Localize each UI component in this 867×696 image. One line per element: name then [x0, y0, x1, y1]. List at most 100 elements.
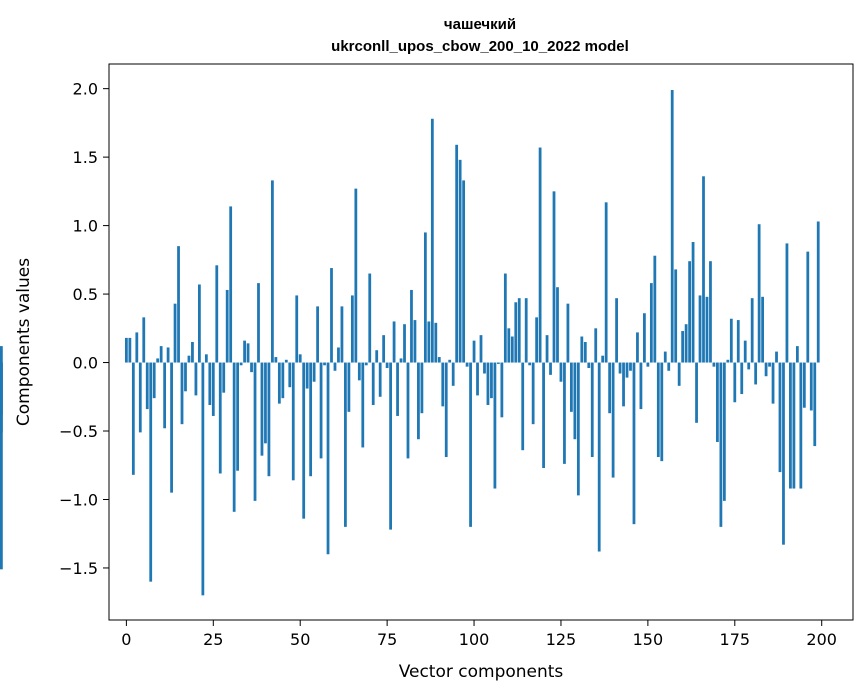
bar-73 [378, 362, 382, 397]
x-tick-label: 0 [121, 630, 131, 649]
bar-76 [389, 362, 392, 530]
bar-169 [712, 362, 716, 367]
bar-119 [538, 147, 542, 363]
bar-45 [281, 362, 285, 399]
bar-111 [510, 336, 514, 363]
bar-182 [757, 224, 761, 363]
bar-136 [597, 362, 601, 552]
bar-181 [754, 362, 758, 385]
bar-31 [232, 362, 236, 512]
bar-3 [135, 332, 139, 363]
bar-150 [646, 362, 650, 367]
bar-121 [545, 335, 549, 363]
bar-12 [166, 347, 170, 363]
bar-120 [542, 362, 545, 468]
bar-77 [392, 321, 396, 363]
bar-19 [191, 342, 194, 363]
x-tick-label: 100 [459, 630, 490, 649]
bar-117 [531, 362, 535, 425]
bar-122 [549, 362, 552, 375]
x-tick-label: 25 [203, 630, 223, 649]
bar-101 [476, 362, 479, 396]
bar-144 [625, 362, 629, 378]
x-tick-label: 75 [377, 630, 397, 649]
bar-51 [302, 362, 306, 519]
bar-198 [813, 362, 817, 447]
bar-139 [608, 362, 612, 414]
bar-26 [215, 265, 219, 363]
bar-undefined [0, 346, 3, 363]
bar-177 [740, 362, 744, 395]
bar-87 [427, 321, 431, 363]
bar-172 [722, 362, 726, 501]
bar-189 [782, 362, 785, 545]
bar-undefined [0, 362, 3, 433]
bar-29 [225, 289, 229, 363]
bar-13 [170, 362, 173, 493]
bar-95 [455, 144, 459, 363]
bar-124 [556, 287, 559, 363]
bar-107 [496, 362, 500, 364]
bar-22 [201, 362, 205, 596]
y-tick-label: −0.5 [59, 422, 98, 441]
bar-91 [441, 362, 445, 407]
bar-69 [364, 362, 368, 366]
bar-158 [674, 269, 678, 363]
bar-70 [368, 273, 372, 363]
bar-52 [305, 362, 309, 389]
bar-195 [802, 362, 806, 408]
bar-115 [524, 298, 528, 363]
bar-79 [399, 358, 403, 363]
bar-126 [563, 362, 566, 464]
bar-109 [503, 273, 507, 363]
bar-125 [559, 362, 563, 382]
bar-180 [750, 298, 754, 363]
x-tick-label: 150 [633, 630, 664, 649]
bar-166 [702, 176, 705, 363]
bar-152 [653, 255, 657, 363]
bar-25 [211, 362, 215, 416]
bar-156 [667, 362, 671, 371]
bar-134 [590, 362, 594, 458]
bar-20 [194, 362, 198, 396]
bar-132 [583, 342, 587, 363]
bar-130 [576, 362, 580, 496]
bar-24 [208, 362, 212, 405]
bar-0 [124, 337, 128, 363]
bar-128 [570, 362, 573, 412]
bar-35 [246, 343, 250, 363]
bar-16 [180, 362, 184, 425]
bar-199 [816, 221, 820, 363]
bar-102 [479, 335, 483, 363]
bar-90 [437, 357, 441, 363]
bar-15 [177, 246, 180, 363]
bar-191 [789, 362, 792, 489]
bar-161 [684, 324, 688, 363]
x-tick-label: 175 [720, 630, 751, 649]
bar-94 [451, 362, 455, 386]
x-tick-label: 50 [290, 630, 310, 649]
bar-155 [663, 351, 667, 363]
y-tick-label: 0.0 [73, 354, 98, 373]
bar-88 [430, 118, 434, 363]
bar-116 [528, 362, 532, 366]
bar-84 [417, 362, 420, 440]
bar-50 [298, 354, 302, 363]
bar-141 [615, 298, 618, 363]
bar-4 [138, 362, 142, 433]
bar-43 [274, 357, 278, 363]
bar-28 [222, 362, 226, 393]
y-tick-label: −1.0 [59, 490, 98, 509]
bar-118 [535, 317, 539, 363]
bar-undefined [0, 362, 3, 570]
bar-30 [229, 206, 233, 363]
bar-135 [594, 328, 598, 363]
bar-67 [357, 362, 361, 381]
bar-176 [736, 320, 740, 363]
bar-32 [236, 362, 240, 471]
chart-title: чашечкий [444, 16, 516, 33]
bar-145 [629, 362, 632, 371]
bar-149 [643, 313, 646, 363]
bar-174 [729, 318, 733, 363]
